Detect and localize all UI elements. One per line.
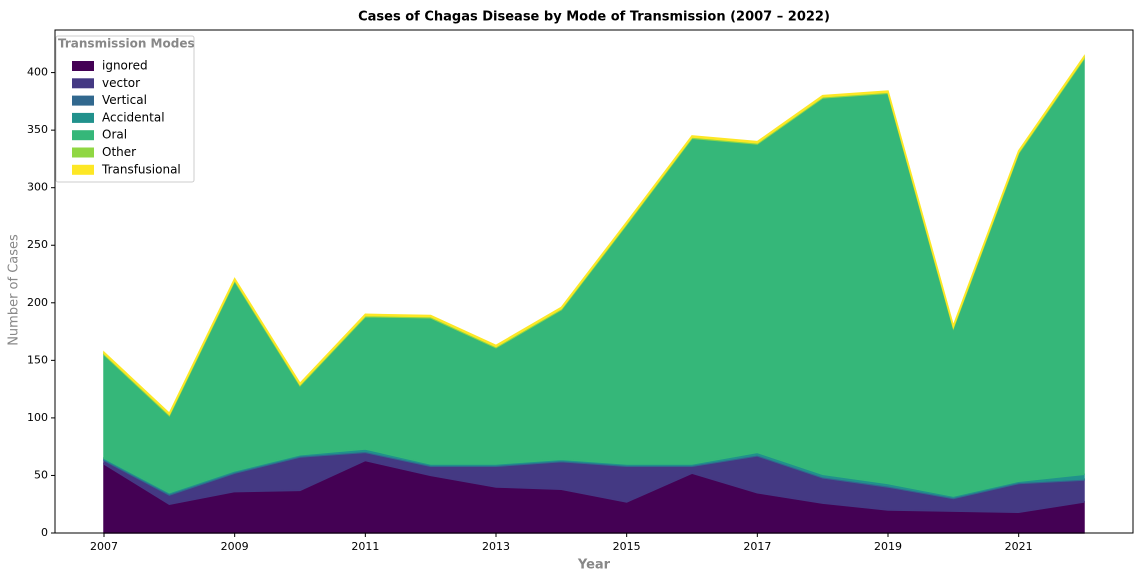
x-tick-label: 2015	[613, 540, 641, 553]
y-tick-label: 100	[27, 411, 48, 424]
area	[103, 54, 1085, 416]
y-tick-label: 300	[27, 181, 48, 194]
legend-label: Accidental	[102, 110, 165, 124]
y-tick-label: 400	[27, 66, 48, 79]
legend-box	[55, 35, 195, 183]
y-tick-label: 250	[27, 238, 48, 251]
x-tick-label: 2017	[743, 540, 771, 553]
legend-swatch	[72, 78, 94, 89]
legend-title: Transmission Modes	[58, 37, 195, 51]
legend-swatch	[72, 130, 94, 141]
y-tick-label: 0	[41, 526, 48, 539]
legend-label: Transfusional	[101, 162, 181, 176]
legend-swatch	[72, 61, 94, 71]
legend-swatch	[72, 112, 94, 123]
x-tick-label: 2009	[221, 540, 249, 553]
chart-title: Cases of Chagas Disease by Mode of Trans…	[358, 10, 830, 25]
x-tick-label: 2007	[90, 540, 118, 553]
x-tick-label: 2019	[874, 540, 902, 553]
y-tick-label: 50	[34, 468, 48, 481]
x-tick-label: 2021	[1005, 540, 1033, 553]
y-tick-label: 200	[27, 296, 48, 309]
legend-label: Other	[102, 145, 136, 159]
y-tick-label: 350	[27, 123, 48, 136]
x-tick-label: 2013	[482, 540, 510, 553]
legend-label: vector	[102, 76, 140, 90]
x-tick-label: 2011	[351, 540, 379, 553]
y-axis-label: Number of Cases	[7, 234, 22, 346]
y-tick-label: 150	[27, 353, 48, 366]
legend-label: Oral	[102, 128, 127, 142]
area	[103, 56, 1085, 497]
legend-swatch	[72, 147, 94, 158]
legend-label: Vertical	[102, 93, 147, 107]
legend-label: ignored	[102, 59, 148, 73]
legend-swatch	[72, 164, 94, 175]
x-axis-label: Year	[577, 558, 611, 573]
plot-frame	[54, 29, 1134, 534]
legend-swatch	[72, 95, 94, 106]
